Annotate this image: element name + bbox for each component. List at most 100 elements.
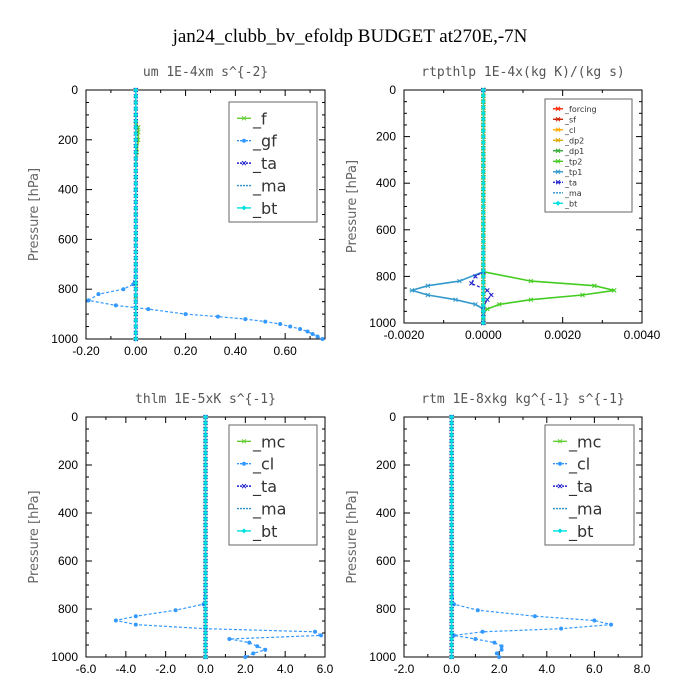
legend-box bbox=[544, 98, 633, 213]
data-point bbox=[133, 180, 139, 186]
data-point bbox=[133, 243, 139, 249]
data-point bbox=[480, 174, 486, 180]
data-point bbox=[133, 87, 139, 93]
data-point bbox=[480, 215, 486, 221]
y-tick-label: 1000 bbox=[51, 332, 78, 346]
data-point bbox=[555, 200, 561, 206]
plot-area bbox=[449, 414, 614, 660]
data-point bbox=[609, 622, 614, 627]
legend-label: _dp2 bbox=[564, 136, 584, 145]
data-point bbox=[113, 303, 118, 308]
x-tick-label: 0.0000 bbox=[465, 328, 502, 342]
data-point bbox=[480, 285, 486, 291]
x-tick-label: -0.0020 bbox=[384, 328, 425, 342]
data-point bbox=[203, 468, 208, 474]
data-point bbox=[203, 444, 208, 450]
data-point bbox=[449, 492, 455, 498]
legend-box bbox=[228, 424, 318, 546]
data-point bbox=[559, 626, 564, 631]
legend: _mc _cl_ta _ma_bt bbox=[544, 424, 635, 546]
y-tick-label: 0 bbox=[389, 83, 396, 97]
x-tick-label: 2.0 bbox=[491, 662, 508, 676]
x-tick-label: 0.60 bbox=[273, 344, 297, 358]
legend-label: _mc bbox=[568, 432, 601, 452]
data-point bbox=[203, 486, 208, 492]
data-point bbox=[203, 528, 208, 534]
data-point bbox=[320, 337, 325, 341]
data-point bbox=[449, 594, 455, 600]
data-point bbox=[133, 274, 139, 280]
data-point bbox=[203, 480, 208, 486]
data-point bbox=[203, 618, 208, 624]
y-tick-label: 400 bbox=[58, 183, 78, 197]
data-point bbox=[203, 414, 208, 420]
legend-label: _bt bbox=[568, 522, 593, 542]
data-point bbox=[133, 212, 139, 217]
data-point bbox=[555, 116, 561, 122]
data-point bbox=[475, 608, 480, 613]
x-tick-label: 0.0040 bbox=[624, 328, 661, 342]
data-point bbox=[251, 651, 256, 656]
y-axis-label: Pressure [hPa] bbox=[27, 490, 42, 583]
data-point bbox=[133, 93, 139, 99]
legend-label: _bt bbox=[564, 199, 577, 208]
data-point bbox=[449, 480, 455, 486]
data-point bbox=[480, 291, 486, 297]
data-point bbox=[133, 106, 139, 112]
panel-title: um 1E-4xm s^{-2} bbox=[143, 65, 268, 80]
data-point bbox=[480, 256, 486, 262]
data-point bbox=[133, 155, 139, 161]
legend-label: _tp1 bbox=[564, 168, 582, 177]
data-point bbox=[555, 148, 561, 154]
data-point bbox=[203, 432, 208, 438]
data-point bbox=[449, 648, 455, 654]
data-point bbox=[203, 654, 208, 660]
data-point bbox=[133, 124, 139, 130]
data-point bbox=[203, 498, 208, 504]
data-point bbox=[133, 336, 139, 342]
x-tick-label: -2.0 bbox=[155, 662, 176, 676]
legend-label: _forcing bbox=[564, 105, 597, 114]
y-tick-label: 600 bbox=[376, 554, 396, 568]
legend-label: _gf bbox=[252, 132, 277, 152]
figure-title: jan24_clubb_bv_efoldp BUDGET at270E,-7N bbox=[172, 26, 528, 47]
legend-label: _bt bbox=[252, 522, 277, 542]
legend-label: _tp2 bbox=[564, 157, 582, 166]
data-point bbox=[133, 193, 139, 199]
data-point bbox=[480, 157, 486, 163]
data-point bbox=[480, 233, 486, 239]
data-point bbox=[449, 474, 455, 480]
data-point bbox=[319, 633, 324, 638]
chart-panel-4: rtm 1E-8xkg kg^{-1} s^{-1} Pressure [hPa]… bbox=[345, 392, 651, 676]
data-point bbox=[480, 186, 486, 192]
data-point bbox=[528, 278, 534, 284]
data-point bbox=[592, 283, 597, 289]
y-axis-label: Pressure [hPa] bbox=[345, 160, 360, 253]
data-point bbox=[499, 647, 504, 652]
legend-box bbox=[228, 101, 318, 223]
data-point bbox=[133, 224, 139, 230]
legend: _mc _cl_ta _ma_bt bbox=[228, 424, 318, 546]
data-point bbox=[555, 158, 561, 164]
data-point bbox=[592, 618, 597, 623]
y-tick-label: 400 bbox=[58, 506, 78, 520]
data-point bbox=[133, 230, 139, 236]
data-point bbox=[203, 594, 208, 600]
data-point bbox=[263, 319, 268, 324]
data-point bbox=[484, 306, 490, 312]
legend: _f _gf_ta _ma_bt bbox=[228, 101, 318, 223]
data-point bbox=[305, 329, 310, 334]
data-point bbox=[480, 169, 486, 175]
data-point bbox=[203, 456, 208, 462]
data-point bbox=[133, 99, 139, 105]
data-point bbox=[492, 640, 497, 645]
data-point bbox=[242, 461, 246, 466]
data-point bbox=[449, 654, 455, 660]
data-point bbox=[425, 283, 431, 289]
data-point bbox=[480, 128, 486, 134]
data-point bbox=[449, 516, 455, 522]
data-point bbox=[133, 131, 139, 137]
legend-label: _bt bbox=[252, 199, 277, 219]
data-point bbox=[449, 438, 455, 444]
